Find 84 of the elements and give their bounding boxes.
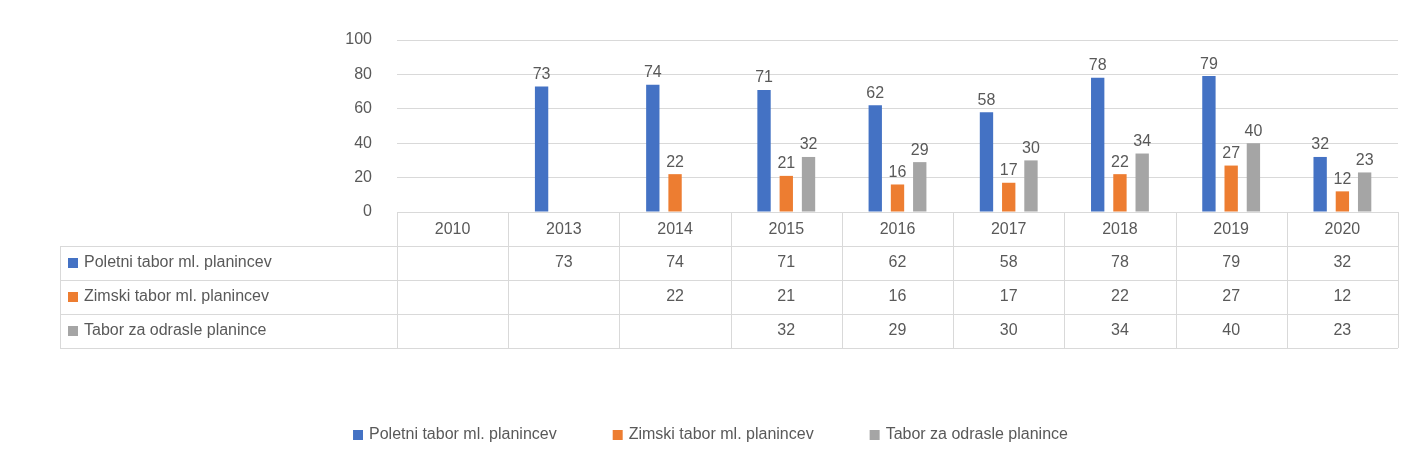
bar [1113,174,1127,212]
text: 73 [553,253,574,272]
text: 21 [776,287,797,306]
bar [1313,156,1327,212]
text: 62 [887,253,908,272]
x-tick-label: 2016 [879,220,916,238]
data-label: 79 [1200,54,1218,72]
data-label: 12 [1333,169,1352,187]
data-label: 27 [1222,143,1241,161]
y-tick-label: 80 [354,64,373,82]
bar [1091,77,1105,212]
bar [868,105,882,212]
text: Zimski tabor ml. planincev [84,287,269,304]
data-label: 62 [866,83,885,101]
text: 71 [776,253,797,272]
text: 29 [887,321,908,340]
x-tick-label: 2014 [657,220,693,238]
data-label: 16 [888,162,907,180]
text: 30 [998,321,1019,340]
bar [1002,182,1016,212]
bar [1357,172,1372,212]
bar [668,174,682,212]
data-label: 29 [910,140,929,158]
text: 17 [998,287,1019,306]
data-label: 32 [799,135,818,153]
text: 74 [665,253,685,272]
bar [1202,76,1216,212]
data-label: 17 [999,161,1018,179]
data-label: 74 [643,63,662,81]
bar [1335,191,1350,212]
bar [646,84,660,212]
data-label: 34 [1133,131,1152,149]
y-tick-label: 100 [345,30,373,48]
text: 78 [1110,253,1130,272]
text: 32 [1332,253,1353,272]
data-label: 40 [1244,121,1263,139]
text: Tabor za odrasle planince [84,321,267,338]
bar [1024,160,1038,212]
data-label: 73 [532,64,551,82]
x-tick-label: 2017 [990,220,1027,238]
bar [757,89,771,212]
data-label: 58 [977,90,996,108]
text: Poletni tabor ml. planincev [84,253,272,270]
data-label: 30 [1022,138,1040,156]
bar [779,175,793,212]
bar [534,86,549,212]
x-tick-label: 2020 [1324,220,1361,238]
text: 22 [1110,287,1130,306]
data-label: 78 [1088,56,1107,74]
x-tick-label: 2015 [768,220,805,238]
data-label: 21 [777,154,796,172]
bar [890,184,905,212]
text: 32 [776,321,797,340]
legend-label: Poletni tabor ml. planincev [369,425,557,443]
y-tick-label: 0 [363,202,373,220]
y-tick-label: 60 [354,99,373,117]
text: 12 [1332,287,1353,306]
data-label: 71 [755,68,774,86]
text: 79 [1221,253,1242,272]
x-tick-label: 2019 [1213,220,1250,238]
y-tick-label: 20 [354,168,373,186]
bar [913,162,927,212]
text: 22 [665,287,685,306]
text: 58 [998,253,1019,272]
data-label: 32 [1311,135,1330,153]
text: 34 [1110,321,1130,340]
bar [1246,143,1261,212]
bar [1135,153,1149,212]
legend-label: Tabor za odrasle planince [885,425,1069,443]
data-label: 22 [666,152,685,170]
x-tick-label: 2018 [1102,220,1138,238]
text: 23 [1332,321,1353,340]
bar [1224,165,1238,212]
y-tick-label: 40 [354,133,373,151]
data-label: 23 [1355,150,1374,168]
bar [979,112,994,212]
bar [801,156,816,212]
text: 27 [1221,287,1242,306]
legend-label: Zimski tabor ml. planincev [628,425,814,443]
text: 16 [887,287,908,306]
x-tick-label: 2010 [434,220,471,238]
text: 40 [1221,321,1242,340]
data-label: 22 [1111,152,1129,170]
x-tick-label: 2013 [546,220,582,238]
